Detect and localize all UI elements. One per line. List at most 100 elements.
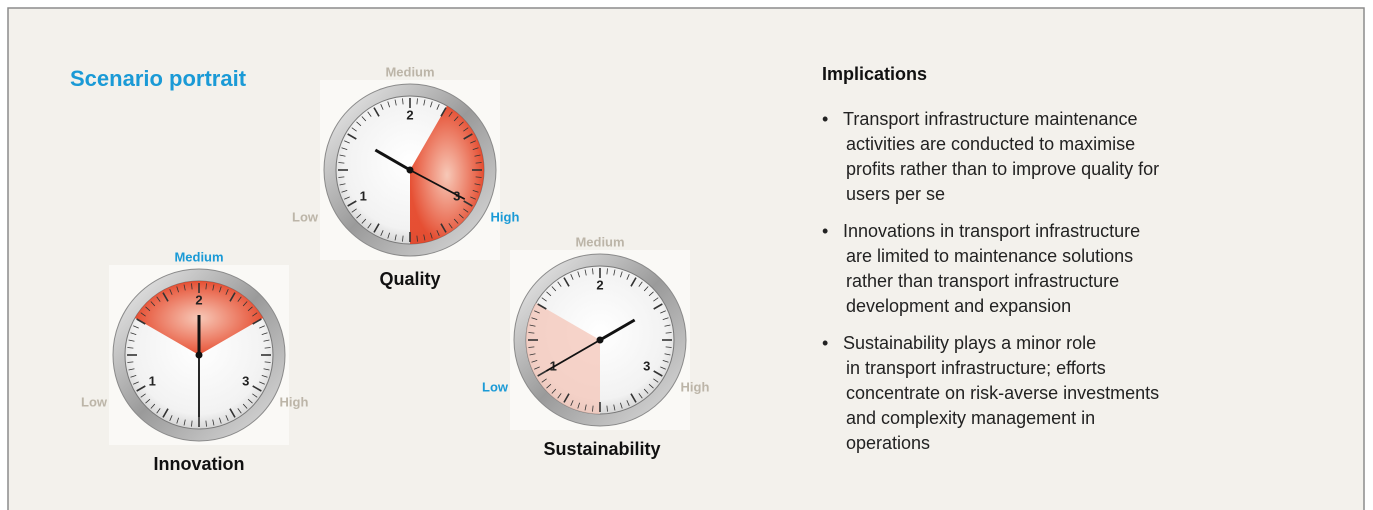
gauge-tick — [534, 366, 540, 370]
gauge-tick — [458, 121, 464, 127]
gauge-tick — [584, 404, 587, 411]
gauge-tick — [252, 393, 258, 398]
gauge-tick — [237, 296, 242, 302]
gauge-tick — [259, 325, 265, 329]
gauge-tick — [261, 332, 268, 335]
gauge-tick — [463, 127, 469, 132]
gauge-tick — [436, 104, 440, 110]
gauge-tick — [551, 286, 557, 292]
implication-line: and complexity management in — [846, 408, 1095, 428]
gauge-tick — [229, 408, 236, 418]
gauge-name: Sustainability — [543, 439, 660, 459]
gauge-tick — [136, 318, 146, 325]
implication-line: are limited to maintenance solutions — [846, 246, 1133, 266]
gauge-sector — [410, 105, 485, 244]
level-label: High — [681, 379, 710, 394]
gauge-tick — [344, 196, 350, 200]
level-label: High — [491, 209, 520, 224]
level-label: High — [280, 394, 309, 409]
gauge-tick — [613, 269, 616, 276]
gauge-tick — [183, 419, 186, 426]
gauge-tick — [259, 381, 265, 385]
gauge-tick — [430, 232, 433, 239]
hour-hand — [599, 318, 636, 342]
gauge-tick — [664, 353, 671, 356]
gauge-tick — [127, 361, 134, 363]
bullet: • — [822, 221, 828, 241]
gauge-pivot — [406, 166, 414, 174]
gauge-tick — [394, 234, 397, 241]
implication-line: operations — [846, 433, 930, 453]
gauge-tick — [529, 324, 536, 327]
gauge-tick — [626, 274, 630, 280]
level-label: Low — [292, 209, 319, 224]
dial-number: 2 — [596, 277, 603, 292]
gauge-tick — [448, 223, 453, 229]
gauge-tick — [402, 98, 404, 105]
level-label: Medium — [174, 249, 223, 264]
minute-hand — [545, 339, 601, 372]
gauge-tick — [620, 271, 623, 278]
gauge-tick — [242, 403, 248, 409]
gauge-tick — [475, 162, 482, 164]
gauge-tick — [606, 405, 608, 412]
gauge-tick — [423, 234, 426, 241]
implication-line: Sustainability plays a minor role — [843, 333, 1096, 353]
gauge-tick — [606, 268, 608, 275]
title: Scenario portrait — [70, 66, 247, 91]
gauge-tick — [402, 235, 404, 242]
gauge-tick — [380, 230, 384, 236]
gauge-tick — [653, 378, 659, 383]
gauge-tick — [347, 133, 357, 140]
gauge-tick — [541, 378, 547, 383]
gauge-tick — [557, 281, 562, 287]
gauge-tick — [150, 301, 156, 307]
gauge-tick — [546, 291, 552, 297]
gauge-tick — [361, 116, 367, 122]
gauge-tick — [648, 383, 654, 389]
dial-number: 2 — [195, 292, 202, 307]
gauge-tick — [474, 183, 481, 186]
level-label: Medium — [575, 234, 624, 249]
gauge-tick — [584, 269, 587, 276]
implication-line: concentrate on risk-averse investments — [846, 383, 1159, 403]
gauge-tick — [156, 408, 161, 414]
gauge-tick — [341, 147, 348, 150]
gauge-tick — [664, 324, 671, 327]
gauge-tick — [453, 218, 459, 224]
gauge-tick — [416, 98, 418, 105]
gauge-tick — [373, 107, 380, 117]
gauge-tick — [145, 398, 151, 404]
gauge-tick — [130, 375, 137, 378]
gauge-tick — [176, 417, 179, 424]
gauge-tick — [430, 101, 433, 108]
gauge-tick — [660, 310, 666, 314]
implication-line: rather than transport infrastructure — [846, 271, 1119, 291]
gauge-tick — [225, 415, 229, 421]
gauge-tick — [638, 281, 643, 287]
level-label: Low — [81, 394, 108, 409]
gauge-tick — [630, 393, 637, 403]
level-label: Low — [482, 379, 509, 394]
gauge-tick — [394, 99, 397, 106]
gauge-tick — [339, 154, 346, 157]
gauge-tick — [546, 383, 552, 389]
gauge-tick — [436, 230, 440, 236]
gauge-tick — [653, 297, 659, 302]
implication-line: Transport infrastructure maintenance — [843, 109, 1137, 129]
gauge-tick — [541, 297, 547, 302]
gauge-tick — [229, 292, 236, 302]
gauge-tick — [643, 388, 649, 394]
gauge-tick — [219, 417, 222, 424]
gauge-tick — [130, 332, 137, 335]
gauge-tick — [242, 301, 248, 307]
gauge-tick — [592, 405, 594, 412]
gauge-tick — [660, 366, 666, 370]
implication-line: users per se — [846, 184, 945, 204]
gauge-tick — [534, 310, 540, 314]
gauge-tick — [563, 277, 570, 287]
gauge-tick — [458, 213, 464, 219]
gauge-tick — [470, 196, 476, 200]
gauge-tick — [344, 140, 350, 144]
